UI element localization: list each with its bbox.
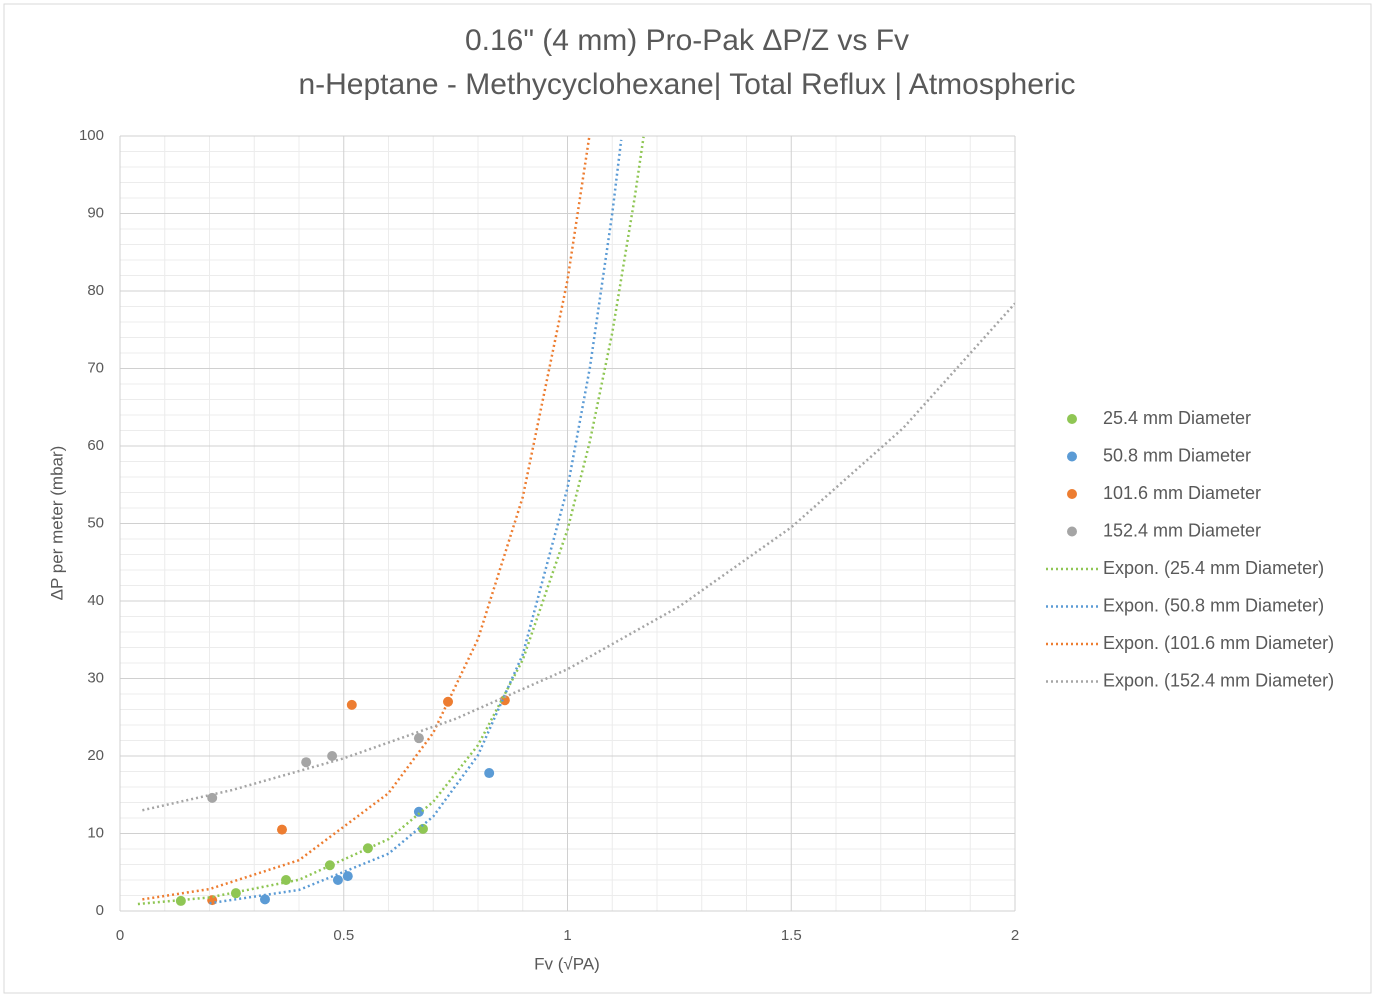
data-point [175,895,186,906]
data-point [417,823,428,834]
data-point [276,824,287,835]
y-tick-label: 70 [87,359,104,376]
legend-label: 25.4 mm Diameter [1103,408,1251,428]
y-tick-label: 50 [87,514,104,531]
data-point [327,751,338,761]
legend-label: Expon. (50.8 mm Diameter) [1103,595,1324,615]
y-tick-label: 10 [87,824,104,841]
data-point [324,860,335,871]
data-point [259,894,270,905]
x-tick-label: 1.5 [781,927,802,944]
x-tick-label: 1 [563,927,571,944]
legend-label: Expon. (25.4 mm Diameter) [1103,558,1324,578]
chart-border [3,3,1372,994]
y-axis-label: ΔP per meter (mbar) [47,446,66,601]
data-point [484,768,495,779]
y-tick-label: 0 [96,902,104,919]
data-point [332,875,343,885]
data-point [346,699,357,710]
chart-subtitle: n-Heptane - Methycyclohexane| Total Refl… [298,68,1075,101]
chart-title: 0.16" (4 mm) Pro-Pak ΔP/Z vs Fv [465,24,909,57]
x-tick-label: 0.5 [333,927,354,944]
legend-label: Expon. (152.4 mm Diameter) [1103,670,1334,690]
x-axis-label: Fv (√PA) [534,954,600,973]
legend-label: Expon. (101.6 mm Diameter) [1103,633,1334,653]
legend-label: 101.6 mm Diameter [1103,483,1261,503]
y-tick-label: 20 [87,747,104,764]
y-tick-label: 60 [87,437,104,454]
data-point [207,792,218,803]
y-tick-label: 90 [87,204,104,221]
data-point [301,757,312,768]
y-tick-label: 40 [87,592,104,609]
y-tick-label: 100 [79,127,104,144]
x-tick-label: 0 [116,927,124,944]
data-point [362,843,373,854]
plot-area [137,136,1015,906]
legend-label: 50.8 mm Diameter [1103,445,1251,465]
data-point [443,696,454,707]
data-point [413,806,424,817]
y-tick-label: 30 [87,669,104,686]
legend-label: 152.4 mm Diameter [1103,520,1261,540]
data-point [342,871,353,882]
legend-swatch [1067,414,1077,424]
trendline [209,139,623,905]
trendline [142,302,1015,812]
trendline [137,136,645,906]
legend-swatch [1067,489,1077,499]
y-tick-label: 80 [87,282,104,299]
data-point [413,733,424,744]
data-point [281,875,292,885]
x-tick-label: 2 [1011,927,1019,944]
legend-swatch [1067,526,1077,537]
legend-swatch [1067,451,1077,462]
